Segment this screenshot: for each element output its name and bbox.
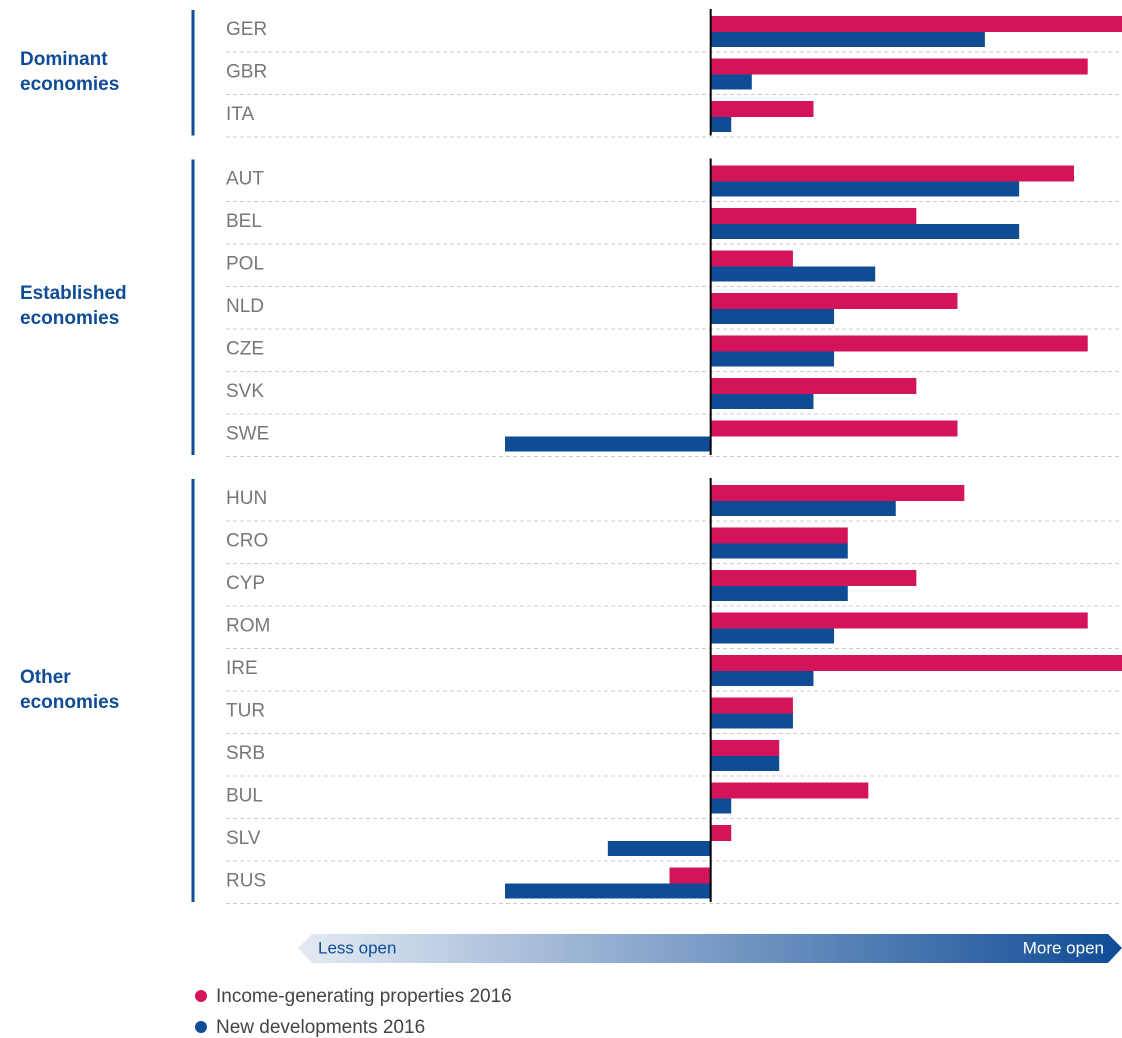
bar [710, 543, 848, 559]
bar [710, 165, 1075, 182]
category-label: NLD [226, 296, 264, 317]
category-label: BEL [226, 211, 262, 232]
arrow-label-right: More open [1023, 938, 1104, 957]
group-label: Dominant economies [20, 48, 120, 95]
bar [505, 883, 711, 899]
bar [710, 527, 848, 544]
group-label: Established economies [20, 283, 127, 330]
bar [607, 841, 711, 856]
category-label: CYP [226, 573, 265, 594]
bar [710, 293, 958, 309]
bar [505, 436, 711, 452]
bar [710, 420, 958, 437]
bar [710, 501, 896, 516]
category-label: GER [226, 19, 267, 40]
bar [710, 351, 835, 367]
bar [710, 628, 835, 644]
bar [710, 713, 793, 729]
legend-dot [195, 990, 207, 1002]
category-label: SWE [226, 424, 269, 445]
bar [710, 825, 732, 841]
openness-arrow [298, 934, 1122, 963]
category-label: CZE [226, 339, 264, 360]
category-label: IRE [226, 658, 258, 679]
category-label: AUT [226, 169, 264, 190]
category-label: GBR [226, 62, 267, 83]
bar [710, 798, 732, 814]
category-label: TUR [226, 701, 265, 722]
bar [710, 586, 848, 601]
bar [710, 485, 965, 501]
legend-dot [195, 1021, 207, 1033]
bar [710, 309, 835, 324]
category-label: ITA [226, 104, 254, 125]
bar [710, 655, 1122, 671]
category-label: ROM [226, 616, 270, 637]
category-label: POL [226, 254, 264, 275]
bar [710, 740, 780, 756]
bar [710, 224, 1020, 239]
bar [710, 671, 814, 686]
bar [669, 867, 711, 884]
category-label: SRB [226, 743, 265, 764]
legend-label: Income-generating properties 2016 [216, 986, 512, 1007]
category-label: BUL [226, 786, 263, 807]
category-label: HUN [226, 488, 267, 509]
group-label: Other economies [20, 666, 120, 713]
bar [710, 208, 917, 224]
bar [710, 612, 1088, 629]
bar [710, 32, 985, 47]
arrow-label-left: Less open [318, 938, 396, 957]
bar [710, 181, 1020, 197]
bar [710, 335, 1088, 352]
legend-label: New developments 2016 [216, 1017, 425, 1038]
bar [710, 378, 917, 394]
bar [710, 756, 780, 771]
bar [710, 782, 869, 799]
category-label: SLV [226, 828, 261, 849]
bar [710, 117, 732, 132]
bar [710, 101, 814, 117]
category-label: RUS [226, 871, 266, 892]
bar [710, 250, 793, 267]
bar [710, 58, 1088, 75]
category-label: SVK [226, 381, 264, 402]
bar [710, 697, 793, 714]
bar [710, 266, 876, 282]
bar [710, 570, 917, 586]
bar [710, 16, 1122, 32]
category-label: CRO [226, 531, 268, 552]
bar [710, 74, 752, 90]
bar [710, 394, 814, 409]
